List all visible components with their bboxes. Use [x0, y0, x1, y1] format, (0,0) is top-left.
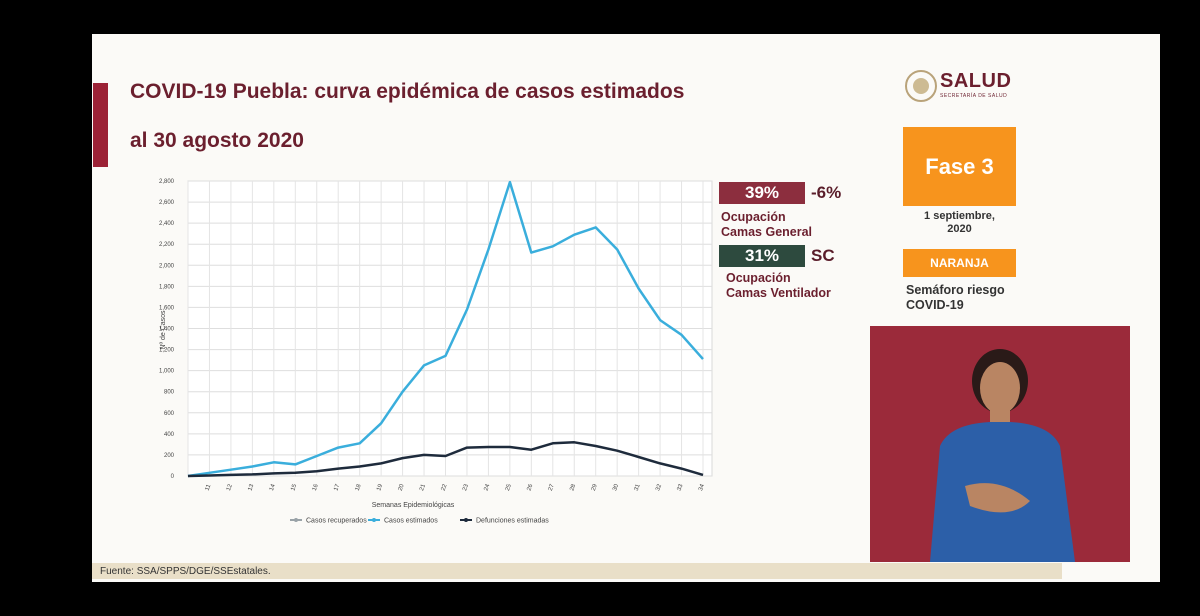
footer-bar [92, 563, 1062, 579]
y-tick-label: 1,200 [159, 348, 175, 354]
x-tick-label: 29 [591, 483, 599, 492]
accent-bar [93, 83, 108, 167]
x-tick-label: 11 [205, 483, 213, 492]
indicator-change: -6% [811, 183, 842, 202]
y-tick-label: 2,000 [159, 263, 175, 269]
legend-dot [464, 518, 468, 522]
x-tick-label: 25 [505, 483, 513, 492]
semaforo-box: NARANJA [903, 249, 1016, 277]
x-tick-label: 22 [441, 483, 449, 492]
x-tick-label: 14 [269, 483, 277, 492]
x-tick-label: 12 [226, 483, 234, 492]
y-tick-label: 2,600 [159, 200, 175, 206]
x-tick-label: 17 [333, 483, 341, 492]
y-tick-label: 400 [164, 432, 175, 438]
label-line: Camas Ventilador [726, 286, 831, 300]
date-line: 2020 [947, 223, 972, 235]
x-tick-label: 21 [419, 483, 427, 492]
legend-label: Casos estimados [384, 518, 438, 525]
y-tick-label: 200 [164, 453, 175, 459]
x-tick-label: 34 [698, 483, 706, 492]
x-tick-label: 23 [462, 483, 470, 492]
indicator-label: Ocupación Camas Ventilador [726, 271, 831, 301]
semaforo-caption: Semáforo riesgo COVID-19 [906, 283, 1005, 313]
series-line [187, 441, 704, 478]
y-tick-label: 1,400 [159, 327, 175, 333]
x-tick-label: 16 [312, 483, 320, 492]
x-tick-label: 33 [677, 483, 685, 492]
phase-box: Fase 3 [903, 127, 1016, 206]
legend-dot [294, 518, 298, 522]
legend-label: Defunciones estimadas [476, 518, 549, 525]
x-tick-label: 19 [376, 483, 384, 492]
y-tick-label: 1,000 [159, 369, 175, 375]
phase-date: 1 septiembre, 2020 [903, 210, 1016, 236]
y-tick-label: 2,800 [159, 179, 175, 185]
legend-dot [372, 518, 376, 522]
x-tick-label: 24 [484, 483, 492, 492]
indicator-value: 39% [719, 182, 805, 204]
label-line: Camas General [721, 225, 813, 239]
caption-line: COVID-19 [906, 298, 964, 312]
chart-title: COVID-19 Puebla: curva epidémica de caso… [130, 80, 685, 103]
x-tick-label: 26 [526, 483, 534, 492]
indicator-value: 31% [719, 245, 805, 267]
chart-subtitle: al 30 agosto 2020 [130, 129, 304, 152]
x-tick-label: 13 [247, 483, 255, 492]
y-axis-title: Nº de Casos [160, 310, 167, 350]
y-tick-label: 1,800 [159, 284, 175, 290]
x-tick-label: 18 [355, 483, 363, 492]
y-tick-label: 2,200 [159, 242, 175, 248]
y-tick-label: 2,400 [159, 221, 175, 227]
x-tick-label: 31 [634, 483, 642, 492]
footer-source: Fuente: SSA/SPPS/DGE/SSEstatales. [100, 566, 271, 577]
x-tick-label: 32 [655, 483, 663, 492]
logo-subtitle: SECRETARÍA DE SALUD [940, 93, 1008, 99]
label-line: Ocupación [721, 210, 786, 224]
y-tick-label: 600 [164, 411, 175, 417]
logo: SALUD [940, 70, 1012, 92]
y-tick-label: 0 [171, 474, 175, 480]
x-tick-label: 27 [548, 483, 556, 492]
seal [905, 70, 937, 102]
x-tick-label: 28 [569, 483, 577, 492]
x-tick-label: 20 [398, 483, 406, 492]
x-tick-label: 15 [290, 483, 298, 492]
label-line: Ocupación [726, 271, 791, 285]
x-tick-label: 30 [612, 483, 620, 492]
x-axis-title: Semanas Epidemiológicas [372, 502, 455, 509]
y-tick-label: 800 [164, 390, 175, 396]
interpreter-video [870, 326, 1130, 562]
date-line: 1 septiembre, [924, 210, 995, 222]
legend-label: Casos recuperados [306, 518, 367, 525]
series-line [187, 180, 704, 478]
interpreter-figure [930, 349, 1075, 562]
indicator-change: SC [811, 246, 835, 265]
indicator-label: Ocupación Camas General [721, 210, 812, 240]
y-tick-label: 1,600 [159, 305, 175, 311]
caption-line: Semáforo riesgo [906, 283, 1005, 297]
